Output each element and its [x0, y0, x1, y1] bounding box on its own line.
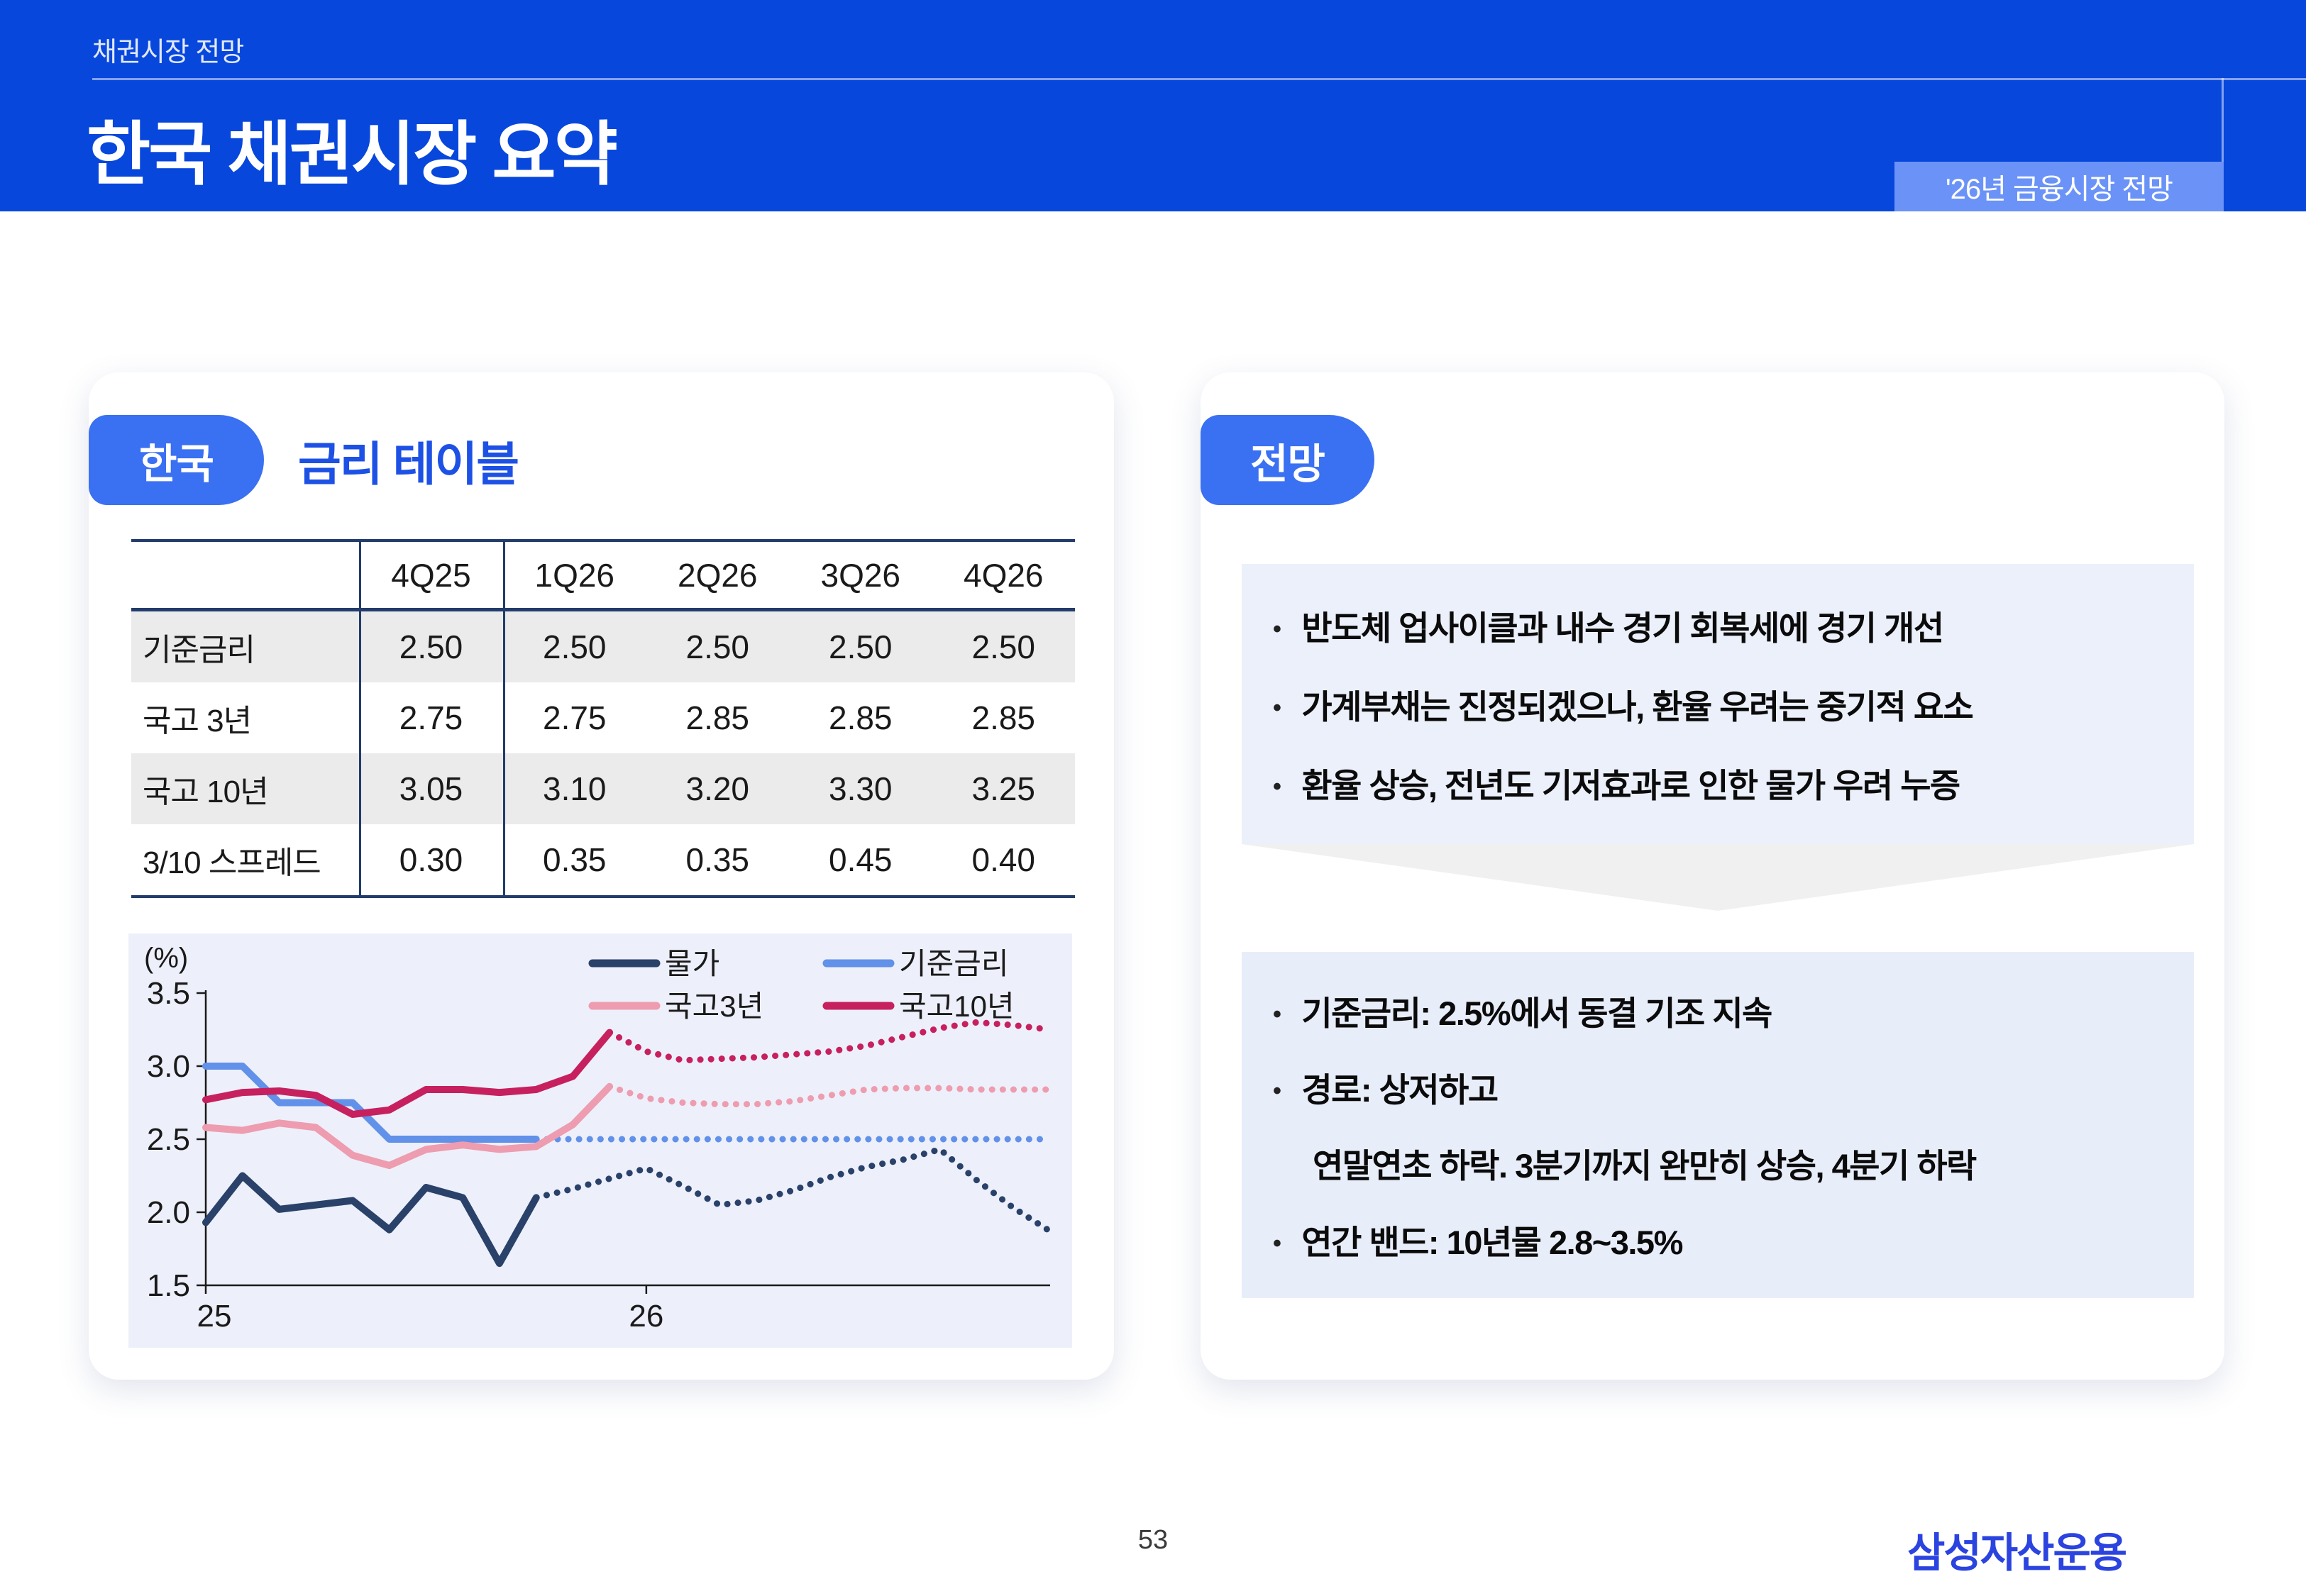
svg-text:2.0: 2.0 — [147, 1195, 190, 1230]
rate-value: 2.50 — [542, 628, 607, 665]
svg-text:(%): (%) — [144, 943, 188, 974]
column-header: 4Q26 — [963, 556, 1044, 594]
company-logo: 삼성자산운용 — [1907, 1530, 2127, 1576]
rate-value: 2.50 — [828, 628, 893, 665]
table-row: 3/10 스프레드 0.30 0.35 0.35 0.45 0.40 — [131, 824, 1075, 895]
table-bottom-border — [131, 895, 1075, 898]
rate-value: 3.30 — [828, 770, 893, 807]
svg-text:3.0: 3.0 — [147, 1049, 190, 1084]
table-vertical-line — [359, 539, 361, 898]
down-arrow-icon — [1242, 844, 2194, 911]
table-row: 기준금리 2.50 2.50 2.50 2.50 2.50 — [131, 611, 1075, 682]
table-header-row: 4Q25 1Q26 2Q26 3Q26 4Q26 — [131, 542, 1075, 608]
rate-value: 0.40 — [971, 841, 1036, 878]
outlook-badge: 전망 — [1201, 415, 1374, 505]
rate-value: 2.75 — [399, 699, 463, 736]
forecast-bullet: 기준금리: 2.5%에서 동결 기조 지속 — [1273, 986, 2163, 1035]
korea-badge: 한국 — [89, 415, 264, 505]
corner-badge: '26년 금융시장 전망 — [1894, 162, 2224, 211]
rate-value: 2.50 — [399, 628, 463, 665]
svg-text:기준금리: 기준금리 — [899, 947, 1009, 980]
table-vertical-line — [503, 539, 505, 898]
svg-text:25: 25 — [197, 1299, 232, 1334]
outlook-box: 반도체 업사이클과 내수 경기 회복세에 경기 개선 가계부채는 진정되겠으나,… — [1242, 564, 2194, 844]
outlook-card: 전망 반도체 업사이클과 내수 경기 회복세에 경기 개선 가계부채는 진정되겠… — [1201, 372, 2224, 1380]
rate-value: 0.30 — [399, 841, 463, 878]
svg-text:물가: 물가 — [665, 947, 719, 980]
rate-value: 3.10 — [542, 770, 607, 807]
column-header: 1Q26 — [534, 556, 615, 594]
svg-text:26: 26 — [629, 1299, 663, 1334]
rates-card-title: 금리 테이블 — [298, 437, 519, 490]
table-top-border — [131, 539, 1075, 542]
rate-value: 0.35 — [542, 841, 607, 878]
outlook-bullet: 반도체 업사이클과 내수 경기 회복세에 경기 개선 — [1273, 601, 2163, 650]
row-label: 국고 10년 — [143, 775, 269, 809]
rate-value: 2.85 — [971, 699, 1036, 736]
rate-value: 2.85 — [828, 699, 893, 736]
rate-value: 3.05 — [399, 770, 463, 807]
svg-text:국고10년: 국고10년 — [899, 990, 1015, 1023]
rate-table: 4Q25 1Q26 2Q26 3Q26 4Q26 기준금리 2.50 2.50 … — [131, 539, 1075, 898]
row-label: 기준금리 — [143, 633, 255, 667]
rate-value: 2.85 — [685, 699, 750, 736]
rate-value: 2.50 — [685, 628, 750, 665]
table-header-divider — [131, 608, 1075, 611]
svg-text:국고3년: 국고3년 — [665, 990, 763, 1023]
rate-value: 2.50 — [971, 628, 1036, 665]
svg-text:2.5: 2.5 — [147, 1122, 190, 1157]
row-label: 국고 3년 — [143, 704, 252, 738]
header-divider — [92, 78, 2306, 80]
forecast-box: 기준금리: 2.5%에서 동결 기조 지속 경로: 상저하고 연말연초 하락. … — [1242, 952, 2194, 1298]
svg-text:3.5: 3.5 — [147, 976, 190, 1011]
rate-value: 3.20 — [685, 770, 750, 807]
table-row: 국고 10년 3.05 3.10 3.20 3.30 3.25 — [131, 753, 1075, 824]
rate-value: 2.75 — [542, 699, 607, 736]
page-number: 53 — [1137, 1525, 1169, 1555]
forecast-bullet-continuation: 연말연초 하락. 3분기까지 완만히 상승, 4분기 하락 — [1313, 1147, 1977, 1185]
header-bar: 채권시장 전망 한국 채권시장 요약 '26년 금융시장 전망 — [0, 0, 2306, 211]
breadcrumb: 채권시장 전망 — [92, 38, 244, 67]
svg-text:1.5: 1.5 — [147, 1268, 190, 1303]
forecast-bullet: 경로: 상저하고 — [1273, 1063, 2163, 1112]
outlook-bullet: 가계부채는 진정되겠으나, 환율 우려는 중기적 요소 — [1273, 680, 2163, 728]
page-title: 한국 채권시장 요약 — [87, 115, 618, 193]
rate-value: 0.35 — [685, 841, 750, 878]
column-header: 2Q26 — [677, 556, 758, 594]
row-label: 3/10 스프레드 — [143, 846, 321, 880]
forecast-bullet: 연간 밴드: 10년물 2.8~3.5% — [1273, 1215, 2163, 1264]
column-header: 4Q25 — [391, 556, 471, 594]
header-corner-line — [2222, 78, 2224, 162]
table-row: 국고 3년 2.75 2.75 2.85 2.85 2.85 — [131, 682, 1075, 753]
rate-value: 0.45 — [828, 841, 893, 878]
rates-card: 한국 금리 테이블 4Q25 1Q26 2Q26 3Q26 4Q26 기준금리 … — [89, 372, 1114, 1380]
column-header: 3Q26 — [820, 556, 901, 594]
rate-value: 3.25 — [971, 770, 1036, 807]
outlook-bullet: 환율 상승, 전년도 기저효과로 인한 물가 우려 누증 — [1273, 758, 2163, 807]
